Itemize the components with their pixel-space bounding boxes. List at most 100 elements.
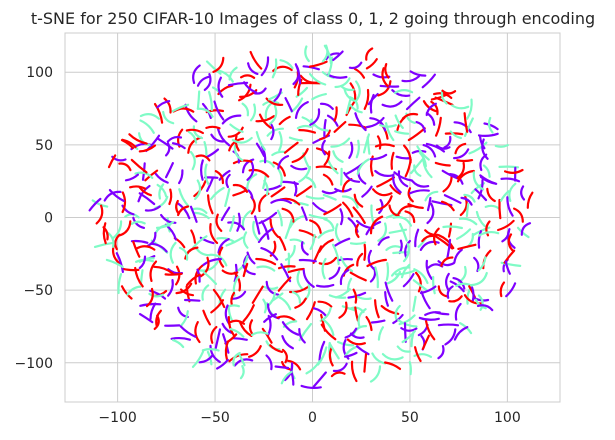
data-point-class-2 xyxy=(353,67,366,79)
data-point-class-0 xyxy=(425,142,446,153)
data-point-class-2 xyxy=(499,281,506,298)
data-point-class-0 xyxy=(349,332,365,339)
data-point-class-1 xyxy=(239,365,245,380)
data-point-class-1 xyxy=(344,346,357,356)
data-point-class-2 xyxy=(486,187,496,203)
data-point-class-1 xyxy=(487,116,494,134)
data-point-class-1 xyxy=(381,353,404,361)
data-point-class-2 xyxy=(289,285,309,294)
data-point-class-2 xyxy=(320,323,337,341)
data-point-class-2 xyxy=(265,97,284,106)
data-point-class-1 xyxy=(477,256,487,272)
data-point-class-0 xyxy=(184,103,198,123)
data-point-class-0 xyxy=(281,180,299,185)
data-point-class-2 xyxy=(354,223,360,238)
data-point-class-1 xyxy=(203,141,208,156)
data-point-class-2 xyxy=(130,158,148,174)
data-point-class-0 xyxy=(315,283,335,288)
data-point-class-0 xyxy=(379,84,400,88)
data-point-class-1 xyxy=(233,143,244,162)
data-point-class-0 xyxy=(477,132,499,137)
data-point-class-2 xyxy=(214,170,225,185)
data-point-class-2 xyxy=(407,127,426,142)
data-point-class-1 xyxy=(196,107,214,118)
data-point-class-1 xyxy=(499,190,510,202)
data-point-class-0 xyxy=(294,101,309,119)
data-point-class-0 xyxy=(369,93,375,114)
data-point-class-1 xyxy=(278,131,283,152)
data-point-class-1 xyxy=(156,183,168,198)
data-point-class-2 xyxy=(190,229,196,244)
data-point-class-2 xyxy=(199,256,210,278)
data-point-class-1 xyxy=(241,102,250,117)
data-point-class-0 xyxy=(300,206,308,221)
data-point-class-2 xyxy=(463,112,469,133)
data-point-class-2 xyxy=(286,359,302,371)
data-point-class-2 xyxy=(437,234,455,250)
data-point-class-1 xyxy=(259,159,275,168)
data-point-class-1 xyxy=(277,168,283,186)
data-point-class-2 xyxy=(456,161,465,179)
data-point-class-2 xyxy=(145,287,154,308)
data-point-class-2 xyxy=(242,262,249,278)
data-point-class-0 xyxy=(124,173,139,182)
data-point-class-1 xyxy=(355,80,361,102)
data-point-class-2 xyxy=(138,144,157,153)
data-point-class-1 xyxy=(424,190,439,202)
data-point-class-1 xyxy=(393,89,414,94)
data-point-class-0 xyxy=(427,263,444,269)
data-point-class-1 xyxy=(134,171,154,179)
data-point-class-0 xyxy=(411,179,430,188)
data-point-class-0 xyxy=(277,155,290,170)
data-point-class-2 xyxy=(249,50,263,70)
data-point-class-1 xyxy=(288,136,303,142)
data-point-class-1 xyxy=(228,66,238,81)
data-point-class-1 xyxy=(466,98,473,120)
data-point-class-2 xyxy=(333,121,347,133)
data-point-class-1 xyxy=(326,56,334,77)
data-point-class-2 xyxy=(403,144,412,164)
data-point-class-2 xyxy=(433,92,453,99)
data-point-class-0 xyxy=(355,345,370,356)
data-point-class-2 xyxy=(497,219,515,232)
data-point-class-0 xyxy=(165,162,174,179)
data-point-class-1 xyxy=(413,353,433,358)
data-point-class-2 xyxy=(120,139,134,150)
data-point-class-2 xyxy=(363,88,370,110)
data-point-class-0 xyxy=(227,221,246,231)
grid-lines xyxy=(65,33,560,402)
data-point-class-0 xyxy=(241,158,255,174)
data-point-class-0 xyxy=(206,177,214,192)
data-point-class-0 xyxy=(192,64,201,84)
data-point-class-1 xyxy=(210,186,225,201)
data-point-class-0 xyxy=(404,239,411,259)
data-point-class-0 xyxy=(260,220,270,240)
data-point-class-1 xyxy=(394,114,404,129)
data-point-class-1 xyxy=(330,137,351,148)
data-point-class-1 xyxy=(271,150,287,157)
data-point-class-2 xyxy=(365,316,373,332)
data-point-class-0 xyxy=(217,238,230,254)
data-point-class-2 xyxy=(277,276,292,292)
data-point-class-0 xyxy=(348,61,363,70)
data-point-class-2 xyxy=(129,185,147,190)
data-point-class-1 xyxy=(484,204,501,211)
data-point-class-1 xyxy=(208,90,213,111)
data-point-class-0 xyxy=(339,269,350,286)
data-point-class-1 xyxy=(277,295,292,311)
data-point-class-1 xyxy=(334,223,341,243)
data-point-class-2 xyxy=(212,288,226,309)
data-point-class-2 xyxy=(353,193,364,208)
data-point-class-1 xyxy=(321,257,327,280)
data-point-class-2 xyxy=(430,100,439,116)
data-point-class-2 xyxy=(377,80,392,97)
data-point-class-1 xyxy=(323,44,332,65)
data-point-class-1 xyxy=(252,220,260,241)
data-point-class-0 xyxy=(236,212,241,232)
data-point-class-0 xyxy=(144,205,161,212)
data-point-class-2 xyxy=(456,169,475,183)
data-point-class-0 xyxy=(453,121,472,134)
data-point-class-0 xyxy=(290,164,308,171)
data-point-class-1 xyxy=(468,141,488,155)
data-point-class-1 xyxy=(392,251,410,255)
